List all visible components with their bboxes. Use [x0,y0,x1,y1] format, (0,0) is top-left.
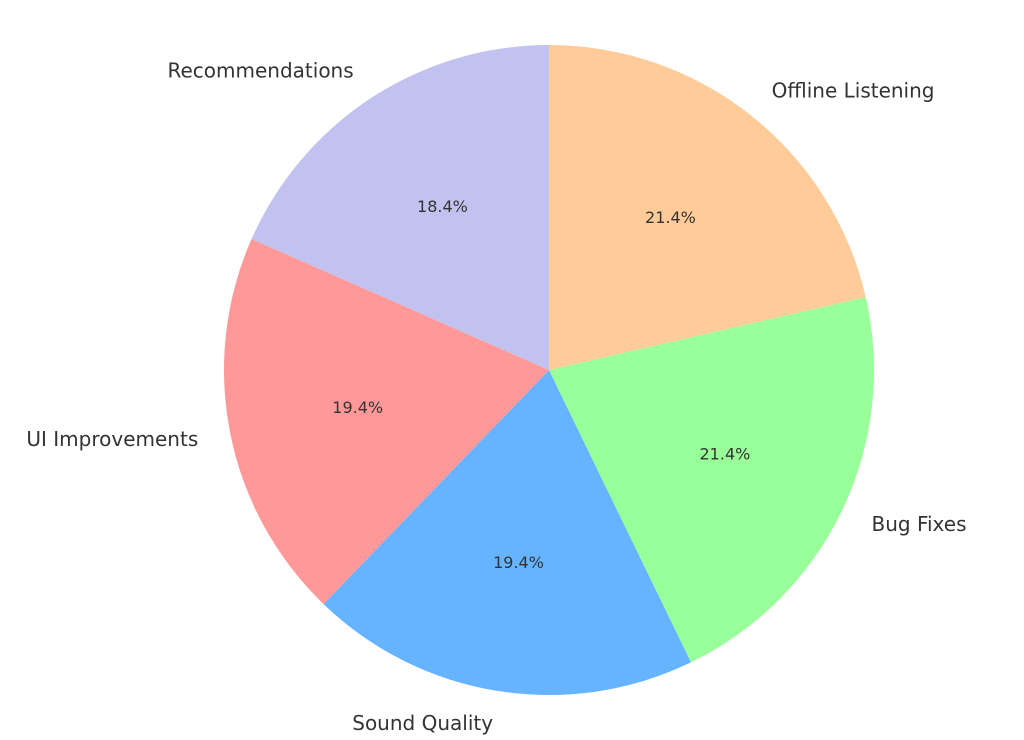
pie-category-label-sound-quality: Sound Quality [352,711,493,735]
pie-category-label-bug-fixes: Bug Fixes [872,512,967,536]
pie-category-label-ui-improvements: UI Improvements [26,427,198,451]
pie-percent-label-offline-listening: 21.4% [645,208,696,227]
pie-category-label-offline-listening: Offline Listening [772,78,935,102]
pie-category-labels: Recommendations UI Improvements Sound Qual… [26,59,966,736]
pie-percent-label-sound-quality: 19.4% [493,553,544,572]
pie-category-label-recommendations: Recommendations [167,59,353,83]
pie-slice-offline-listening [549,45,866,370]
pie-slices [223,45,874,695]
pie-slice-bug-fixes [549,297,874,663]
pie-slice-recommendations [251,45,549,370]
pie-slice-ui-improvements [223,239,549,605]
pie-slice-sound-quality [323,370,692,695]
pie-percent-labels: 18.4% 19.4% 19.4% 21.4% 21.4% [332,197,750,572]
pie-percent-label-recommendations: 18.4% [417,197,468,216]
pie-percent-label-bug-fixes: 21.4% [700,445,751,464]
pie-percent-label-ui-improvements: 19.4% [332,398,383,417]
